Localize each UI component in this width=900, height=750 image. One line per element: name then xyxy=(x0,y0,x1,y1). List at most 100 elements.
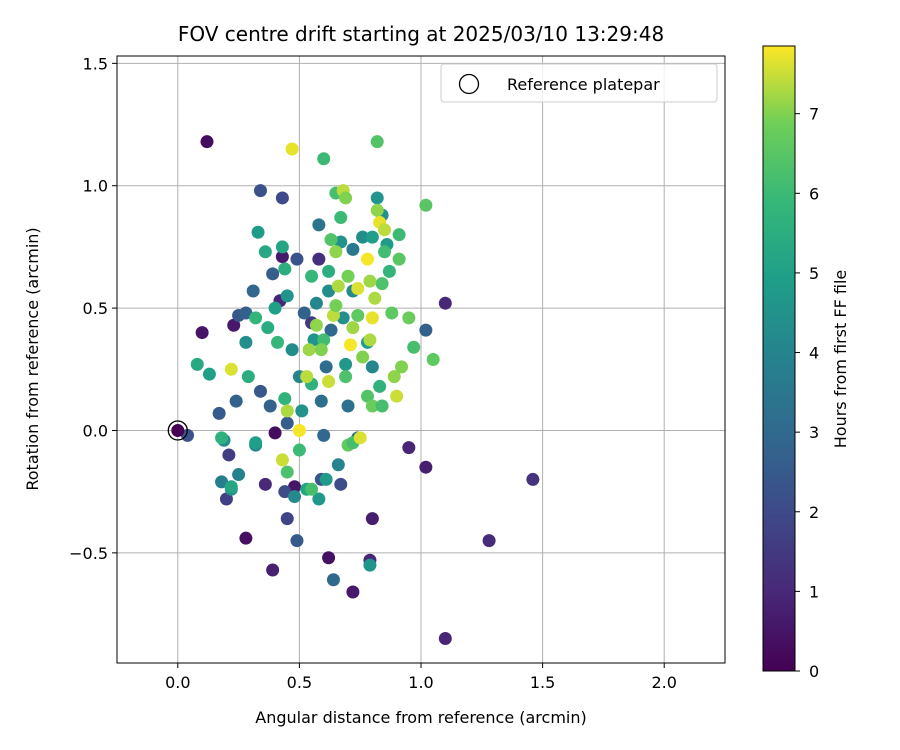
data-point xyxy=(341,399,355,413)
data-point xyxy=(275,453,289,467)
chart-title: FOV centre drift starting at 2025/03/10 … xyxy=(178,22,664,46)
reference-ring xyxy=(167,420,188,441)
y-axis-label: Rotation from reference (arcmin) xyxy=(23,227,42,490)
data-point xyxy=(395,360,409,374)
data-point xyxy=(288,490,302,504)
data-point xyxy=(261,321,275,335)
data-point xyxy=(363,333,377,347)
data-point xyxy=(300,370,314,384)
data-point xyxy=(334,211,348,225)
data-point xyxy=(258,477,272,491)
data-point xyxy=(224,362,238,376)
data-point xyxy=(251,225,265,239)
data-point xyxy=(266,563,280,577)
data-point xyxy=(331,279,345,293)
data-point xyxy=(370,135,384,149)
data-point xyxy=(215,431,229,445)
legend-box xyxy=(440,63,718,103)
data-point xyxy=(322,264,336,278)
data-point xyxy=(329,245,343,259)
data-point xyxy=(258,245,272,259)
data-point xyxy=(309,318,323,332)
colorbar-tick-label: 7 xyxy=(809,105,819,124)
data-point xyxy=(229,394,243,408)
data-point xyxy=(317,333,331,347)
data-point xyxy=(288,480,302,494)
data-point xyxy=(202,367,216,381)
colorbar-tick-label: 0 xyxy=(809,662,819,681)
data-point xyxy=(239,306,253,320)
data-point xyxy=(331,458,345,472)
colorbar-ticks: 0 1 2 3 4 5 6 7 xyxy=(795,105,819,681)
data-point xyxy=(312,218,326,232)
data-point xyxy=(438,296,452,310)
data-point xyxy=(290,252,304,266)
data-point xyxy=(370,203,384,217)
colorbar-tick-label: 1 xyxy=(809,582,819,601)
data-point xyxy=(266,267,280,281)
colorbar-tick-label: 3 xyxy=(809,423,819,442)
data-point xyxy=(319,360,333,374)
data-point xyxy=(360,252,374,266)
data-point xyxy=(392,252,406,266)
data-point xyxy=(249,311,263,325)
colorbar-label: Hours from first FF file xyxy=(831,270,850,449)
data-point xyxy=(438,632,452,646)
data-point xyxy=(343,338,357,352)
data-point xyxy=(346,585,360,599)
data-point xyxy=(375,399,389,413)
data-point xyxy=(419,460,433,474)
data-point xyxy=(275,250,289,264)
y-tick-label: 0.0 xyxy=(83,421,108,440)
data-point xyxy=(297,306,311,320)
data-point xyxy=(285,142,299,156)
data-point xyxy=(363,274,377,288)
data-point xyxy=(212,406,226,420)
reference-marker xyxy=(167,420,188,441)
data-point xyxy=(232,468,246,482)
data-point xyxy=(324,323,338,337)
y-tick-label: 0.5 xyxy=(83,299,108,318)
reference-point xyxy=(171,423,185,437)
data-point xyxy=(526,472,540,486)
data-point xyxy=(200,135,214,149)
colorbar-tick-label: 5 xyxy=(809,264,819,283)
data-point xyxy=(292,443,306,457)
data-point xyxy=(339,357,353,371)
data-point xyxy=(224,480,238,494)
data-point xyxy=(402,441,416,455)
grid xyxy=(117,56,725,663)
data-point xyxy=(378,245,392,259)
x-tick-label: 0.5 xyxy=(287,673,312,692)
data-point xyxy=(215,475,229,489)
y-tick-label: 1.5 xyxy=(83,54,108,73)
data-point xyxy=(253,184,267,198)
data-point xyxy=(285,343,299,357)
data-point xyxy=(278,392,292,406)
data-point xyxy=(312,252,326,266)
x-tick-label: 1.0 xyxy=(408,673,433,692)
data-point xyxy=(363,558,377,572)
data-point xyxy=(365,230,379,244)
data-point xyxy=(305,482,319,496)
data-point xyxy=(351,308,365,322)
data-point xyxy=(339,191,353,205)
data-point xyxy=(419,323,433,337)
data-point xyxy=(370,191,384,205)
y-tick-label: 1.0 xyxy=(83,177,108,196)
data-point xyxy=(280,465,294,479)
axis-ticks: 0.0 0.5 1.0 1.5 2.0 −0.5 0.0 0.5 1.0 1.5 xyxy=(69,54,677,692)
data-point xyxy=(190,357,204,371)
colorbar: 0 1 2 3 4 5 6 7 Hours from first FF file xyxy=(762,45,850,681)
data-point xyxy=(339,370,353,384)
data-point xyxy=(375,277,389,291)
data-point xyxy=(334,235,348,249)
data-point xyxy=(351,282,365,296)
data-point xyxy=(419,198,433,212)
data-point xyxy=(365,399,379,413)
x-tick-label: 2.0 xyxy=(651,673,676,692)
data-point xyxy=(241,370,255,384)
data-point xyxy=(326,573,340,587)
data-point xyxy=(275,191,289,205)
